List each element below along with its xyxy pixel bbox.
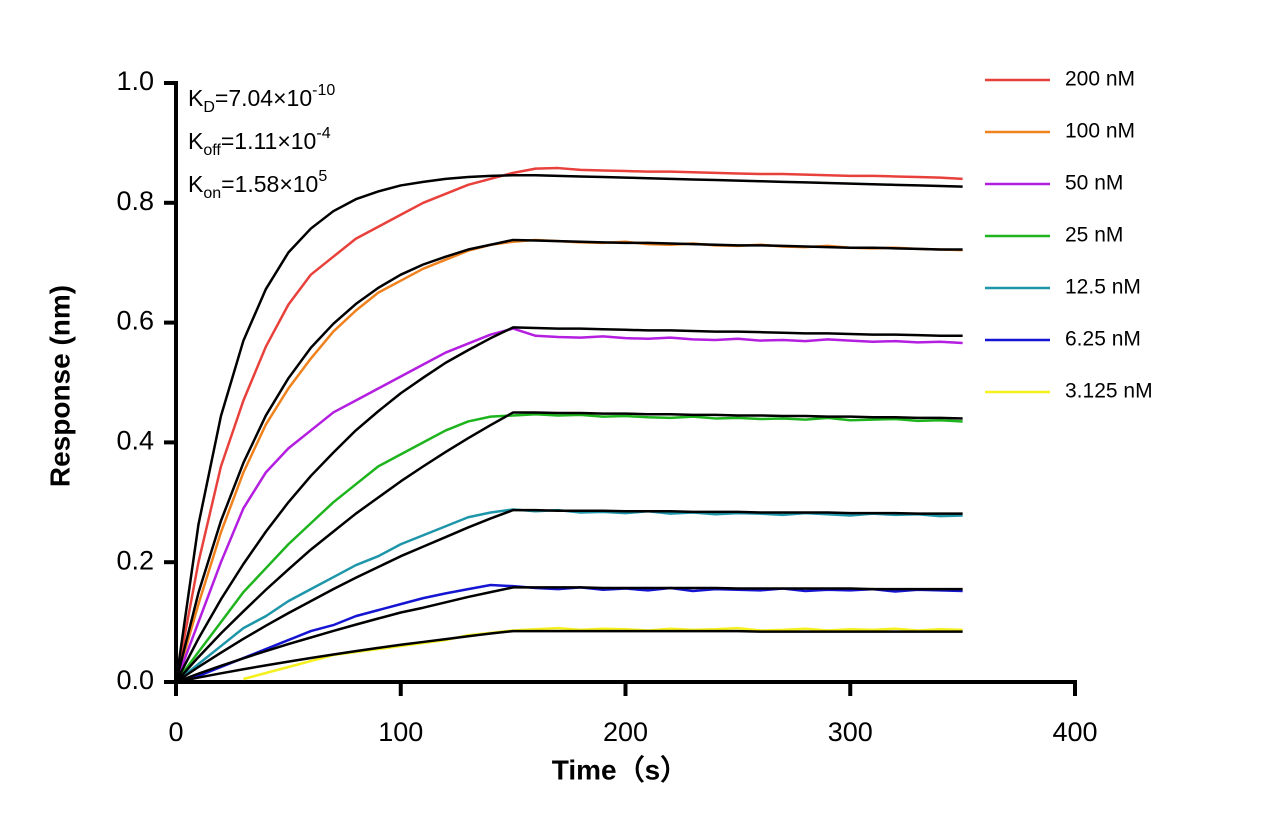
legend-label: 12.5 nM <box>1065 276 1141 299</box>
x-tick-label: 200 <box>603 717 648 747</box>
x-tick-label: 0 <box>168 717 183 747</box>
legend-label: 200 nM <box>1065 68 1135 91</box>
annotation-text: =1.11×10 <box>221 128 317 154</box>
annotation: KD=7.04×10-10 <box>188 82 335 116</box>
data-line <box>175 413 963 683</box>
annotation-symbol: K <box>188 128 204 154</box>
annotation-exponent: 5 <box>318 168 327 185</box>
legend-label: 50 nM <box>1065 172 1123 195</box>
annotation-exponent: -4 <box>316 125 330 142</box>
annotation: Kon=1.58×105 <box>188 168 327 202</box>
annotation-symbol: K <box>188 171 204 197</box>
data-line <box>174 166 963 683</box>
legend-label: 6.25 nM <box>1065 328 1141 351</box>
annotation-exponent: -10 <box>312 82 335 99</box>
annotation-text: =1.58×10 <box>221 171 318 197</box>
data-line <box>175 508 963 683</box>
y-axis-title: Response (nm) <box>44 285 75 487</box>
legend-label: 25 nM <box>1065 224 1123 247</box>
data-line <box>243 626 963 681</box>
x-tick-label: 100 <box>378 717 423 747</box>
fit-line <box>174 238 963 683</box>
y-tick-label: 0.8 <box>116 186 154 216</box>
annotation-subscript: D <box>203 99 215 116</box>
legend-label: 3.125 nM <box>1065 380 1153 403</box>
y-tick-label: 0.0 <box>116 665 154 695</box>
y-tick-label: 0.4 <box>116 426 154 456</box>
x-tick-label: 300 <box>828 717 873 747</box>
annotation: Koff=1.11×10-4 <box>188 125 331 159</box>
y-tick-label: 1.0 <box>116 66 154 96</box>
data-line <box>174 327 963 683</box>
fit-line <box>175 586 963 684</box>
y-tick-label: 0.6 <box>116 306 154 336</box>
fit-line <box>175 629 963 684</box>
y-tick-label: 0.2 <box>116 545 154 575</box>
annotation-symbol: K <box>188 85 204 111</box>
annotation-text: =7.04×10 <box>215 85 312 111</box>
data-line <box>174 238 963 683</box>
x-axis-title: Time（s） <box>552 753 688 785</box>
fit-line <box>174 174 963 683</box>
fit-line <box>175 508 963 684</box>
annotation-subscript: off <box>203 142 221 159</box>
legend-label: 100 nM <box>1065 120 1135 143</box>
fit-line <box>175 411 963 683</box>
fit-line <box>174 326 963 683</box>
annotation-subscript: on <box>203 185 221 202</box>
x-tick-label: 400 <box>1052 717 1097 747</box>
